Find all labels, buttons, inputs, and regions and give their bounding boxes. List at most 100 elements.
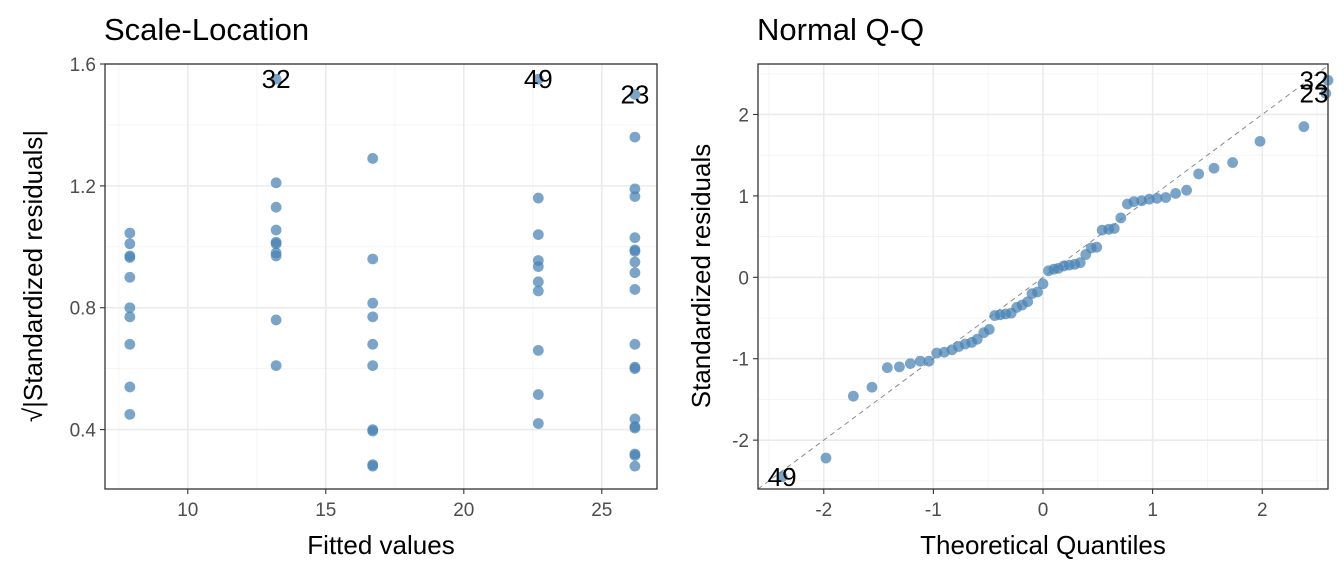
scale-location-point [629, 338, 641, 350]
scale-location-point [367, 253, 379, 265]
normal-qq-point-label: 23 [1300, 78, 1329, 108]
scale-location-major-grid [105, 63, 657, 489]
scale-location-point [629, 89, 641, 100]
scale-location-point [532, 285, 544, 297]
scale-location-point [629, 460, 641, 472]
normal-qq-major-grid [758, 64, 1328, 489]
scale-location-point [629, 256, 641, 268]
normal-qq-y-axis-title: Standardized residuals [686, 144, 716, 409]
scale-location-x-tick-label: 25 [591, 500, 612, 521]
scale-location-point-label: 49 [524, 64, 553, 94]
normal-qq-point [1170, 188, 1182, 199]
normal-qq-point [776, 471, 788, 483]
scale-location-title: Scale-Location [104, 12, 309, 47]
normal-qq-y-tick-label: 0 [738, 268, 749, 289]
scale-location-point [124, 302, 136, 314]
scale-location-point [124, 381, 136, 393]
scale-location-x-axis-title: Fitted values [307, 530, 454, 560]
normal-qq-x-tick-label: -2 [815, 500, 832, 521]
normal-qq-point [1181, 184, 1192, 196]
scale-location-point [367, 338, 379, 350]
normal-qq-x-tick-label: 2 [1257, 500, 1268, 521]
normal-qq-point [914, 355, 926, 367]
scale-location-point [629, 191, 641, 202]
normal-qq-x-tick-label: 0 [1038, 500, 1049, 521]
scale-location-point [532, 276, 544, 288]
normal-qq-point [894, 361, 905, 373]
scale-location-y-tick-label: 1.2 [70, 177, 96, 198]
normal-qq-point [1032, 286, 1043, 298]
scale-location-x-tick-label: 20 [453, 500, 474, 521]
scale-location-point [367, 297, 379, 309]
normal-qq-y-tick-label: -1 [732, 350, 749, 371]
scale-location-point [270, 314, 282, 326]
scale-location-minor-grid [105, 64, 657, 489]
scale-location-point [367, 425, 379, 437]
scale-location-point [532, 192, 544, 204]
scale-location-point-labels: 32 49 23 [262, 64, 650, 109]
normal-qq-point [847, 390, 859, 402]
scale-location-point [367, 153, 379, 164]
normal-qq-point [971, 333, 983, 345]
scale-location-point [629, 450, 641, 461]
scale-location-point [124, 408, 136, 420]
scale-location-point [270, 177, 282, 189]
scale-location-y-axis: 0.4 0.8 1.2 1.6 [70, 55, 105, 442]
scale-location-point [124, 271, 136, 283]
scale-location-point [532, 344, 544, 356]
scale-location-points [124, 73, 641, 472]
normal-qq-reference-line [757, 65, 1329, 490]
normal-qq-point [1074, 257, 1086, 269]
scale-location-point-label: 23 [620, 79, 649, 109]
normal-qq-point [1254, 135, 1266, 147]
scale-location-point [367, 460, 379, 472]
normal-qq-x-tick-label: -1 [925, 500, 942, 521]
normal-qq-x-axis: -2 -1 0 1 2 [815, 489, 1268, 521]
normal-qq-y-tick-label: -2 [732, 431, 749, 452]
normal-qq-point [1227, 157, 1239, 168]
normal-qq-point [1091, 241, 1103, 253]
scale-location-y-tick-label: 0.8 [70, 299, 96, 320]
scale-location-point [124, 338, 136, 350]
scale-location-point [532, 229, 544, 241]
normal-qq-point [866, 381, 878, 393]
scale-location-point [629, 131, 641, 143]
scale-location-point [629, 267, 641, 279]
normal-qq-point [1160, 192, 1172, 203]
normal-qq-point [1037, 278, 1049, 290]
normal-qq-point [820, 452, 832, 464]
scale-location-x-tick-label: 15 [315, 500, 336, 521]
normal-qq-reference-line [757, 65, 1329, 490]
normal-qq-point [1151, 192, 1163, 204]
scale-location-point [270, 238, 282, 250]
normal-qq-point [1108, 223, 1120, 234]
normal-qq-point [1298, 121, 1310, 133]
scale-location-point [270, 360, 282, 372]
normal-qq-point [904, 358, 916, 370]
scale-location-panel-border [104, 63, 658, 490]
scale-location-y-axis-title: √|Standardized residuals| [18, 130, 48, 422]
normal-qq-title: Normal Q-Q [757, 12, 924, 47]
normal-qq-point [1022, 296, 1034, 308]
scale-location-point [124, 252, 136, 263]
normal-qq-x-axis-title: Theoretical Quantiles [920, 530, 1166, 560]
scale-location-point [629, 183, 641, 195]
normal-qq-point [881, 362, 893, 374]
scale-location-point [270, 224, 282, 236]
scale-location-point [367, 311, 379, 323]
normal-qq-point [983, 324, 995, 335]
scale-location-point [629, 245, 641, 257]
normal-qq-points [776, 74, 1334, 483]
scale-location-x-tick-label: 10 [177, 500, 198, 521]
scale-location-panel: Scale-Location 32 49 23 10 15 20 25 0.4 0.8 1.2… [18, 12, 658, 560]
scale-location-point [124, 227, 136, 239]
normal-qq-point [1193, 168, 1205, 180]
normal-qq-point [923, 355, 935, 367]
scale-location-point [532, 389, 544, 400]
scale-location-point [629, 232, 641, 244]
scale-location-point [629, 284, 641, 295]
scale-location-point-label: 32 [262, 64, 291, 94]
